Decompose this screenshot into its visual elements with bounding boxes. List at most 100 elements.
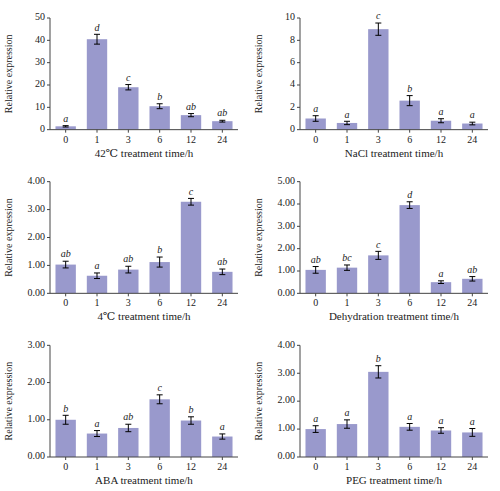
- y-axis: [50, 345, 51, 457]
- error-cap: [219, 274, 225, 275]
- bar: [368, 255, 388, 293]
- y-axis-label: Relative expression: [3, 35, 14, 114]
- marks: [305, 366, 482, 457]
- y-tick: [297, 345, 300, 346]
- error-cap: [219, 439, 225, 440]
- error-cap: [188, 416, 194, 417]
- significance-letter: b: [63, 403, 68, 414]
- significance-letter: a: [439, 106, 444, 117]
- error-cap: [219, 122, 225, 123]
- x-tick: [222, 293, 223, 296]
- y-tick-label: 6: [290, 56, 295, 67]
- bar: [149, 106, 169, 129]
- error-cap: [375, 365, 381, 366]
- error-cap: [438, 280, 444, 281]
- significance-letter: c: [189, 186, 194, 197]
- error-bar: [407, 424, 413, 431]
- x-tick-label: 1: [95, 461, 100, 472]
- y-tick-label: 40: [35, 34, 45, 45]
- error-line: [315, 116, 316, 122]
- error-line: [65, 261, 66, 268]
- bar: [431, 430, 451, 457]
- bar: [87, 434, 107, 457]
- error-cap: [407, 208, 413, 209]
- x-tick: [409, 130, 410, 133]
- panel: 0.001.002.003.004.005.0001361224abbccdaa…: [253, 175, 488, 322]
- y-tick: [47, 457, 50, 458]
- bar: [149, 399, 169, 457]
- figure: 0102030405001361224adcbabab42℃ treatment…: [0, 0, 500, 491]
- error-bar: [438, 119, 444, 123]
- significance-letter: ab: [311, 254, 321, 265]
- bar: [212, 121, 232, 129]
- error-line: [191, 417, 192, 424]
- y-axis: [300, 182, 301, 294]
- error-cap: [344, 419, 350, 420]
- bar: [399, 205, 419, 293]
- marks: [305, 23, 482, 130]
- y-tick: [297, 457, 300, 458]
- y-tick: [47, 419, 50, 420]
- x-axis: [50, 129, 238, 130]
- error-bar: [344, 121, 350, 124]
- x-tick-label: 0: [313, 461, 318, 472]
- y-tick: [297, 429, 300, 430]
- significance-letter: d: [95, 22, 101, 33]
- error-cap: [188, 205, 194, 206]
- y-tick-label: 4: [290, 78, 295, 89]
- error-line: [347, 121, 348, 124]
- error-cap: [125, 266, 131, 267]
- error-cap: [375, 377, 381, 378]
- x-tick: [128, 130, 129, 133]
- error-bar: [375, 23, 381, 35]
- error-cap: [157, 403, 163, 404]
- error-cap: [469, 124, 475, 125]
- x-tick-label: 0: [63, 461, 68, 472]
- y-tick: [297, 373, 300, 374]
- error-bar: [219, 120, 225, 122]
- x-tick-label: 6: [407, 297, 412, 308]
- y-tick: [297, 18, 300, 19]
- x-tick: [472, 130, 473, 133]
- y-tick-label: 2.00: [278, 242, 296, 253]
- y-axis-label: Relative expression: [253, 35, 264, 114]
- error-cap: [438, 427, 444, 428]
- x-tick: [159, 293, 160, 296]
- error-line: [409, 96, 410, 106]
- bar: [462, 279, 482, 294]
- error-cap: [94, 44, 100, 45]
- error-cap: [219, 269, 225, 270]
- error-bar: [313, 426, 319, 433]
- y-tick-label: 0.00: [278, 450, 296, 461]
- significance-letter: ab: [217, 107, 227, 118]
- error-bar: [157, 257, 163, 267]
- y-tick-label: 1.00: [28, 259, 46, 270]
- error-bar: [94, 34, 100, 44]
- y-tick-label: 5.00: [278, 175, 296, 186]
- x-tick-label: 6: [157, 461, 162, 472]
- x-tick: [65, 457, 66, 460]
- x-tick-label: 0: [63, 134, 68, 145]
- error-bar: [219, 269, 225, 275]
- x-tick: [315, 293, 316, 296]
- y-tick-label: 4.00: [28, 175, 46, 186]
- error-cap: [313, 121, 319, 122]
- significance-letter: a: [63, 113, 68, 124]
- x-tick: [222, 130, 223, 133]
- significance-letter: b: [189, 404, 194, 415]
- error-cap: [157, 103, 163, 104]
- bar: [181, 421, 201, 457]
- x-tick: [222, 457, 223, 460]
- x-tick-label: 12: [436, 461, 446, 472]
- error-line: [65, 415, 66, 424]
- x-tick: [441, 130, 442, 133]
- x-axis-label: ABA treatment time/h: [95, 474, 193, 486]
- x-tick-label: 12: [436, 297, 446, 308]
- error-line: [347, 420, 348, 428]
- error-cap: [407, 105, 413, 106]
- error-cap: [469, 276, 475, 277]
- error-line: [441, 119, 442, 123]
- error-bar: [469, 122, 475, 125]
- error-bar: [125, 424, 131, 431]
- error-line: [97, 34, 98, 44]
